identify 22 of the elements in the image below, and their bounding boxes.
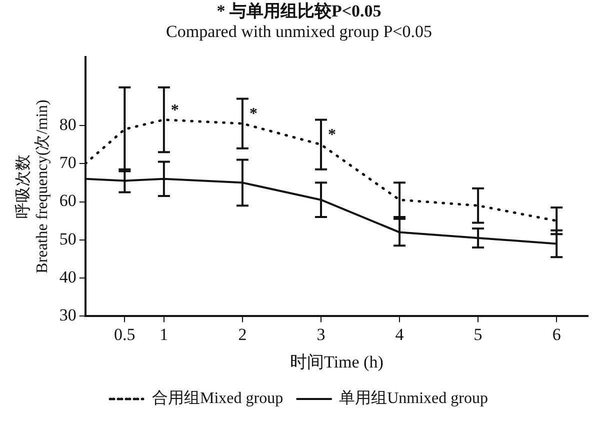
y-tick-label: 50 bbox=[59, 229, 76, 248]
x-tick-label: 2 bbox=[238, 324, 247, 344]
legend-label: 单用组Unmixed group bbox=[339, 389, 488, 408]
y-tick-label: 70 bbox=[59, 153, 76, 172]
chart-title: * 与单用组比较P<0.05 bbox=[216, 2, 382, 21]
annotation: * bbox=[328, 126, 336, 144]
chart-subtitle: Compared with unmixed group P<0.05 bbox=[166, 22, 432, 42]
annotation: * bbox=[249, 106, 258, 123]
x-tick-label: 0.5 bbox=[114, 324, 136, 344]
x-tick-label: 4 bbox=[395, 324, 404, 344]
x-axis-title: 时间Time (h) bbox=[290, 352, 384, 372]
y-tick-label: 40 bbox=[59, 268, 76, 287]
y-tick-label: 80 bbox=[59, 114, 76, 134]
y-tick-label: 60 bbox=[59, 191, 76, 210]
y-tick-label: 30 bbox=[59, 306, 76, 325]
annotation: * bbox=[170, 102, 179, 119]
x-tick-label: 5 bbox=[474, 324, 482, 344]
legend-label: 合用组Mixed group bbox=[152, 389, 284, 408]
x-tick-label: 3 bbox=[316, 324, 326, 344]
x-tick-label: 6 bbox=[552, 324, 561, 344]
y-axis-title: 呼吸次数 Breathe frequency(次/min) bbox=[14, 100, 52, 274]
x-tick-label: 1 bbox=[160, 324, 168, 344]
